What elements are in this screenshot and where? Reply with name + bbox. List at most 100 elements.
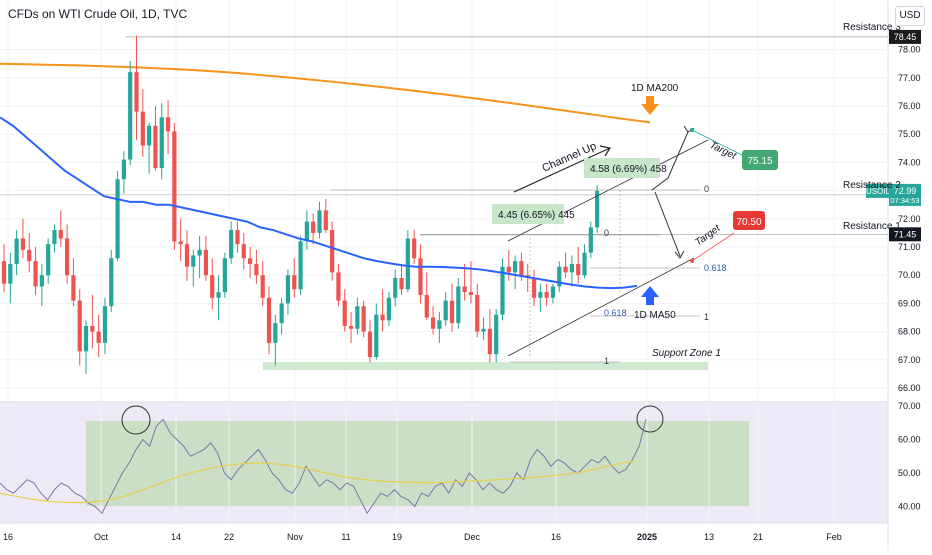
- candle-body: [563, 266, 568, 273]
- time-tick-label: 2025: [637, 532, 657, 542]
- price-tick-label: 74.00: [898, 157, 921, 167]
- ma200-line: [0, 62, 651, 124]
- channel-upper-line: [507, 139, 709, 242]
- time-tick-label: 11: [341, 532, 350, 542]
- target2-label: Target: [693, 222, 723, 248]
- candle-body: [90, 325, 95, 332]
- candle-body: [330, 230, 335, 273]
- measure2-box: [584, 158, 660, 178]
- price-tick-label: 76.00: [898, 101, 921, 111]
- candle-body: [342, 300, 347, 326]
- rsi-peak-circle-2: [636, 405, 664, 433]
- time-tick-label: 16: [3, 532, 13, 542]
- candle-body: [399, 278, 404, 290]
- candle-body: [361, 306, 366, 332]
- time-tick-label: Feb: [826, 532, 842, 542]
- candle-body: [266, 297, 272, 343]
- chart-title: CFDs on WTI Crude Oil, 1D, TVC: [8, 7, 188, 21]
- target2-value: 70.50: [736, 217, 761, 228]
- fib2-618-label: 0.618: [704, 263, 727, 273]
- fib2-zero-label: 0: [704, 184, 709, 194]
- price-tick-label: 70.00: [898, 270, 921, 280]
- ma50-line: [0, 116, 638, 290]
- resistance2-label: Resistance 2: [843, 180, 901, 191]
- measure1-box: [492, 204, 564, 224]
- candle-body: [140, 111, 145, 146]
- candle-body: [304, 221, 309, 242]
- candle-body: [582, 252, 587, 276]
- projection-up-arrow: [651, 131, 689, 191]
- time-tick-label: 14: [171, 532, 181, 542]
- current-price-label: 72.99: [894, 186, 917, 196]
- symbol-label: USOIL: [866, 187, 891, 196]
- rsi-tick-label: 50.00: [898, 468, 921, 478]
- level-price-tag: [889, 227, 921, 242]
- level-price-label: 78.45: [894, 32, 917, 42]
- fib1-one-label: 1: [604, 356, 609, 366]
- currency-button[interactable]: USD: [895, 6, 925, 26]
- candle-body: [418, 258, 423, 295]
- candle-body: [121, 159, 126, 180]
- candle-body: [241, 244, 246, 259]
- price-tick-label: 75.00: [898, 129, 921, 139]
- resistance1-label: Resistance 1: [843, 221, 901, 232]
- ma200-label: 1D MA200: [631, 83, 679, 94]
- candle-body: [184, 244, 190, 267]
- rsi-ma-line: [0, 460, 635, 504]
- time-tick-label: Oct: [94, 532, 109, 542]
- candle-body: [165, 117, 171, 132]
- candle-body: [285, 275, 291, 304]
- candle-body: [380, 314, 385, 321]
- target1-dot: [690, 128, 694, 132]
- candle-body: [96, 331, 101, 343]
- candle-body: [531, 278, 537, 298]
- candle-body: [336, 272, 341, 301]
- candle-body: [216, 292, 221, 298]
- candle-body: [71, 275, 76, 301]
- ma200-arrow-icon: [641, 96, 659, 115]
- candle-body: [519, 261, 524, 276]
- candle-body: [494, 314, 499, 355]
- candle-body: [58, 230, 63, 239]
- price-tick-label: 67.00: [898, 355, 921, 365]
- candle-body: [481, 328, 486, 332]
- candle-body: [393, 278, 398, 298]
- candle-body: [172, 131, 177, 242]
- target2-box: [733, 211, 765, 230]
- candle-body: [235, 230, 240, 245]
- candle-body: [544, 292, 549, 298]
- rsi-peak-circle-1: [121, 405, 151, 435]
- price-tick-label: 66.00: [898, 383, 921, 393]
- time-tick-label: Nov: [287, 532, 304, 542]
- measure1-label: 4.45 (6.65%) 445: [498, 210, 575, 221]
- candle-body: [83, 325, 89, 352]
- candle-body: [449, 300, 455, 324]
- ma50-arrow-icon: [641, 286, 659, 305]
- candle-body: [292, 275, 297, 290]
- candle-body: [437, 320, 442, 329]
- candle-body: [102, 306, 108, 343]
- rsi-tick-label: 60.00: [898, 435, 921, 445]
- candle-body: [46, 244, 51, 276]
- target2-dot: [690, 259, 694, 263]
- candle-body: [311, 221, 316, 233]
- fib1-zero-label: 0: [604, 228, 609, 238]
- candle-body: [20, 238, 26, 250]
- channel-lower-line: [507, 257, 695, 357]
- candle-body: [323, 210, 328, 231]
- candle-body: [456, 286, 461, 324]
- candle-body: [468, 292, 474, 295]
- candle-body: [424, 294, 429, 318]
- price-tick-label: 69.00: [898, 298, 921, 308]
- candle-body: [77, 300, 82, 352]
- support-zone-label: Support Zone 1: [652, 348, 721, 359]
- candle-body: [462, 286, 467, 293]
- candle-body: [203, 249, 209, 276]
- candle-body: [33, 261, 38, 287]
- candle-body: [443, 300, 448, 321]
- projection-down-arrow: [654, 191, 681, 257]
- price-tick-label: 78.00: [898, 45, 921, 55]
- level-price-tag: [889, 29, 921, 44]
- candle-body: [487, 328, 492, 355]
